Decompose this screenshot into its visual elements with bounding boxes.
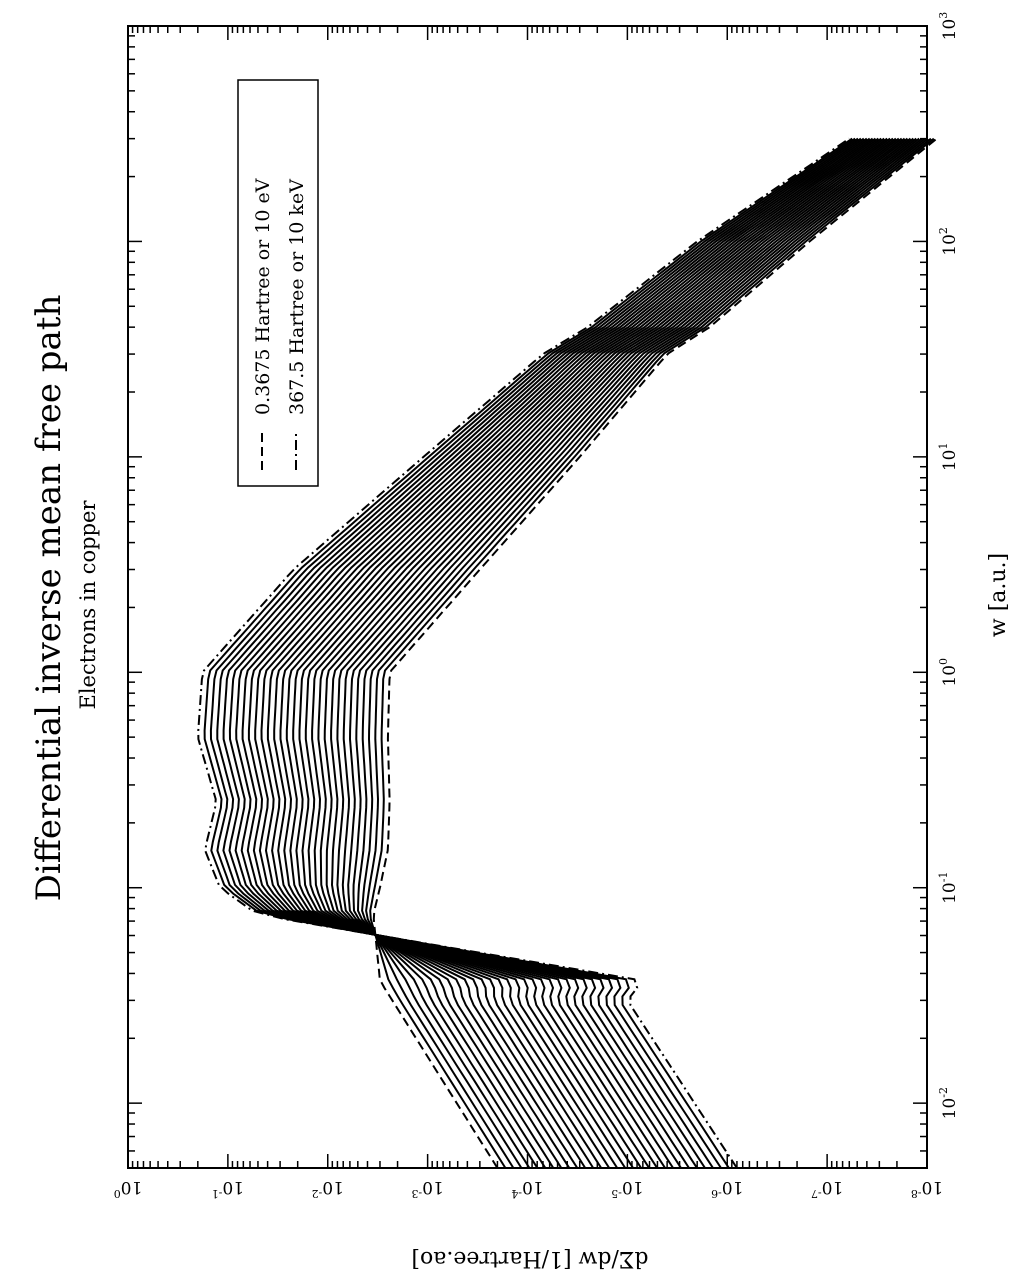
series-line <box>330 137 912 1169</box>
series-line <box>347 137 920 1169</box>
series-line <box>260 137 879 1169</box>
y-axis-title: dΣ/dw [1/Hartree.ao] <box>411 1246 648 1271</box>
x-tick-label: 101 <box>937 443 960 472</box>
y-tick-label: 10-2 <box>312 1177 344 1200</box>
series-line <box>241 137 871 1169</box>
series-line <box>356 137 926 1169</box>
series-line <box>336 137 915 1169</box>
series-line <box>216 137 859 1169</box>
x-tick-label: 10-2 <box>937 1087 960 1119</box>
series-line <box>361 137 929 1169</box>
chart-subtitle: Electrons in copper <box>76 500 100 710</box>
series-line-10eV <box>372 137 938 1169</box>
series-line <box>292 137 894 1169</box>
legend-box <box>237 79 319 487</box>
series-line <box>266 137 882 1169</box>
series-line <box>273 137 885 1169</box>
y-tick-label: 10-6 <box>711 1177 743 1200</box>
series-line <box>235 137 868 1169</box>
x-axis-title: w [a.u.] <box>986 553 1010 637</box>
series-line <box>317 137 906 1169</box>
x-tick-label: 10-1 <box>937 872 960 904</box>
series-line <box>298 137 897 1169</box>
legend: 0.3675 Hartree or 10 eV 367.5 Hartree or… <box>237 79 319 487</box>
y-tick-label: 10-7 <box>811 1177 843 1200</box>
legend-label-dashdot: 367.5 Hartree or 10 keV <box>286 179 308 415</box>
series-line <box>247 137 874 1169</box>
series-line <box>323 137 909 1169</box>
series-line <box>203 137 853 1169</box>
series-line-10keV <box>197 137 850 1169</box>
series-line <box>304 137 900 1169</box>
y-tick-label: 10-8 <box>911 1177 943 1200</box>
y-tick-label: 10-5 <box>611 1177 643 1200</box>
series-line <box>365 137 932 1169</box>
chart-title: Differential inverse mean free path <box>29 295 69 902</box>
series-line <box>285 137 891 1169</box>
x-tick-label: 102 <box>937 227 960 256</box>
legend-label-dashed: 0.3675 Hartree or 10 eV <box>252 178 274 415</box>
series-line <box>209 137 856 1169</box>
tick-layer <box>127 26 928 1169</box>
series-line <box>254 137 877 1169</box>
x-tick-label: 100 <box>937 658 960 687</box>
series-line <box>222 137 862 1169</box>
y-tick-label: 10-1 <box>212 1177 244 1200</box>
curve-layer <box>197 137 938 1169</box>
y-tick-label: 100 <box>114 1177 143 1200</box>
series-line <box>228 137 865 1169</box>
x-tick-label: 103 <box>937 12 960 41</box>
series-line <box>311 137 903 1169</box>
series-line <box>352 137 923 1169</box>
series-line <box>341 137 917 1169</box>
tick-label-layer: 10-2 10-1 100 101 102 103 100 10-1 10-2 10-3 10-4 1… <box>114 12 960 1200</box>
y-tick-label: 10-4 <box>511 1177 543 1200</box>
series-line <box>369 137 935 1169</box>
series-line <box>279 137 888 1169</box>
y-tick-label: 10-3 <box>411 1177 443 1200</box>
